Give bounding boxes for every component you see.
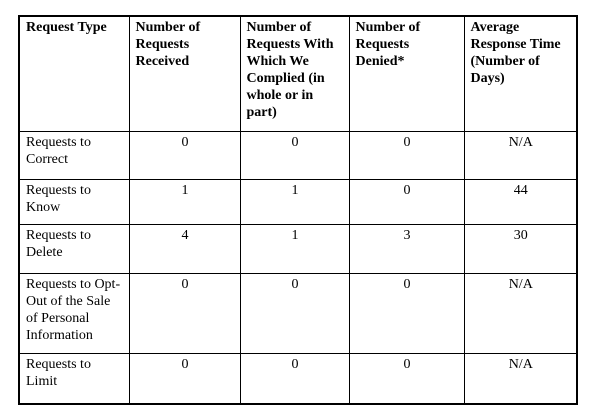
cell-avg-response: N/A xyxy=(463,352,578,405)
table-row: Requests to Delete 4 1 3 30 xyxy=(18,223,578,274)
row-label: Requests to Limit xyxy=(18,352,130,405)
cell-received: 0 xyxy=(128,130,241,180)
cell-denied: 0 xyxy=(348,178,465,225)
col-header-avg-response-time: Average Response Time (Number of Days) xyxy=(463,15,578,132)
row-label: Requests to Delete xyxy=(18,223,130,274)
table-row: Requests to Correct 0 0 0 N/A xyxy=(18,130,578,180)
cell-complied: 0 xyxy=(239,352,350,405)
cell-denied: 0 xyxy=(348,272,465,354)
privacy-requests-table: Request Type Number of Requests Received… xyxy=(18,15,578,405)
cell-avg-response: N/A xyxy=(463,130,578,180)
cell-avg-response: N/A xyxy=(463,272,578,354)
row-label: Requests to Opt-Out of the Sale of Perso… xyxy=(18,272,130,354)
col-header-requests-denied: Number of Requests Denied* xyxy=(348,15,465,132)
row-label: Requests to Correct xyxy=(18,130,130,180)
cell-complied: 0 xyxy=(239,130,350,180)
table-row: Requests to Opt-Out of the Sale of Perso… xyxy=(18,272,578,354)
cell-avg-response: 30 xyxy=(463,223,578,274)
cell-complied: 0 xyxy=(239,272,350,354)
cell-complied: 1 xyxy=(239,178,350,225)
cell-received: 0 xyxy=(128,272,241,354)
cell-denied: 3 xyxy=(348,223,465,274)
col-header-request-type: Request Type xyxy=(18,15,130,132)
cell-denied: 0 xyxy=(348,130,465,180)
table-row: Requests to Know 1 1 0 44 xyxy=(18,178,578,225)
cell-complied: 1 xyxy=(239,223,350,274)
table-row: Requests to Limit 0 0 0 N/A xyxy=(18,352,578,405)
col-header-requests-complied: Number of Requests With Which We Complie… xyxy=(239,15,350,132)
cell-denied: 0 xyxy=(348,352,465,405)
table-header-row: Request Type Number of Requests Received… xyxy=(18,15,578,132)
cell-received: 4 xyxy=(128,223,241,274)
col-header-requests-received: Number of Requests Received xyxy=(128,15,241,132)
row-label: Requests to Know xyxy=(18,178,130,225)
cell-avg-response: 44 xyxy=(463,178,578,225)
cell-received: 0 xyxy=(128,352,241,405)
cell-received: 1 xyxy=(128,178,241,225)
